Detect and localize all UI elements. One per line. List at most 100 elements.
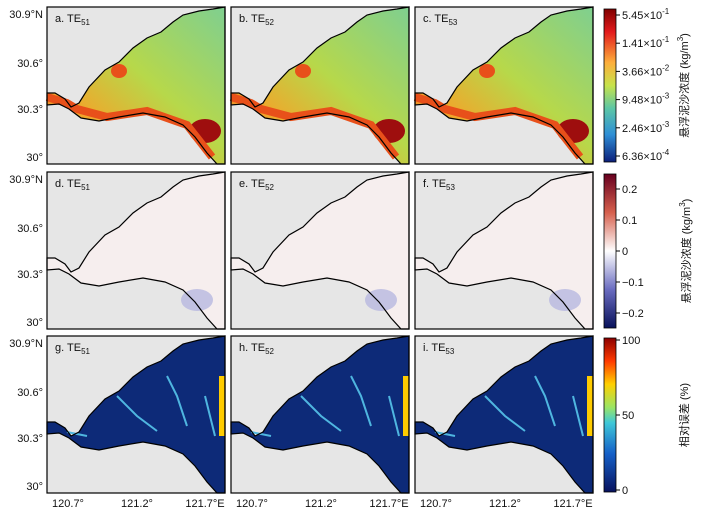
map-panel: i. TE53 xyxy=(414,335,594,494)
x-tick-label: 120.7° xyxy=(420,498,452,510)
coastal-band xyxy=(413,93,584,160)
high-error xyxy=(434,375,584,437)
panel-frame xyxy=(230,335,410,494)
panel-label-sub: 51 xyxy=(81,183,90,192)
tick-exp: -2 xyxy=(662,63,670,72)
y-tick-label: 30.6° xyxy=(17,58,43,70)
colorbar-title: 悬浮泥沙浓度 (kg/m3) xyxy=(678,199,693,304)
panel-label: h. TE52 xyxy=(239,342,275,356)
map-panel: d. TE51 xyxy=(46,171,226,330)
colorbar-title-sup: 3 xyxy=(676,36,685,41)
panel-label: f. TE53 xyxy=(423,178,455,192)
coastal-band xyxy=(229,93,400,160)
map-panel: g. TE51 xyxy=(46,335,226,494)
y-tick-label: 30.3° xyxy=(17,433,43,445)
y-tick-label: 30.9°N xyxy=(9,9,43,21)
panel-label-text: b. TE xyxy=(239,13,265,25)
tick-exp: -3 xyxy=(662,92,670,101)
panel-label: i. TE53 xyxy=(423,342,455,356)
x-tick-label: 121.7°E xyxy=(369,498,408,510)
y-tick-label: 30.6° xyxy=(17,223,43,235)
tick-exp: -4 xyxy=(662,148,670,157)
x-tick-label: 120.7° xyxy=(52,498,84,510)
x-tick-label: 121.7°E xyxy=(185,498,224,510)
hotspot xyxy=(111,64,127,78)
hotspot xyxy=(295,64,311,78)
y-tick-label: 30.3° xyxy=(17,269,43,281)
panel-frame xyxy=(230,171,410,330)
tick-base: 9.48×10 xyxy=(622,95,662,107)
high-error xyxy=(250,375,400,437)
tick-exp: -3 xyxy=(662,120,670,129)
y-tick-label: 30.9°N xyxy=(9,174,43,186)
panel-label-text: h. TE xyxy=(239,342,265,354)
map-panel: b. TE52 xyxy=(229,6,410,165)
panel-label-text: c. TE xyxy=(423,13,448,25)
colorbar-tick-label: 0.1 xyxy=(622,215,637,227)
panel-label-text: i. TE xyxy=(423,342,445,354)
x-tick-label: 121.2° xyxy=(121,498,153,510)
colorbar-title-text: 相对误差 (%) xyxy=(677,383,691,447)
colorbar-tick-label: −0.1 xyxy=(622,277,644,289)
tick-exp: -1 xyxy=(662,35,670,44)
colorbar-tick-label: 100 xyxy=(622,335,640,347)
tick-base: 2.46×10 xyxy=(622,123,662,135)
colorbar-tick-label: −0.2 xyxy=(622,308,644,320)
panel-label: g. TE51 xyxy=(55,342,91,356)
panel-label-sub: 52 xyxy=(265,183,274,192)
map-panel: a. TE51 xyxy=(45,6,226,165)
y-tick-label: 30.6° xyxy=(17,387,43,399)
colorbar-title-end: ) xyxy=(681,199,693,203)
y-tick-label: 30° xyxy=(26,152,43,164)
panel-label-sub: 53 xyxy=(446,183,455,192)
panel-label: d. TE51 xyxy=(55,178,91,192)
panel-label-text: d. TE xyxy=(55,178,81,190)
tick-base: 6.36×10 xyxy=(622,151,662,163)
panel-label-sub: 51 xyxy=(81,347,90,356)
panel-label-sub: 51 xyxy=(81,18,90,27)
tick-base: 5.45×10 xyxy=(622,10,662,22)
panel-label: a. TE51 xyxy=(55,13,91,27)
coastal-band xyxy=(45,93,216,160)
panel-label-text: a. TE xyxy=(55,13,81,25)
panel-frame xyxy=(414,171,594,330)
colorbar-title-text: 悬浮泥沙浓度 (kg/m xyxy=(679,207,693,304)
panel-frame xyxy=(46,171,226,330)
y-tick-label: 30° xyxy=(26,481,43,493)
colorbar-tick-label: 5.45×10-1 xyxy=(622,7,670,22)
panel-label-sub: 53 xyxy=(445,347,454,356)
tick-base: 3.66×10 xyxy=(622,66,662,78)
edge-error xyxy=(587,376,593,436)
panel-label-text: e. TE xyxy=(239,178,265,190)
panel-label-text: f. TE xyxy=(423,178,446,190)
colorbar-tick-label: 3.66×10-2 xyxy=(622,63,670,78)
panel-frame xyxy=(46,6,226,165)
hotspot xyxy=(479,64,495,78)
panel-frame xyxy=(414,6,594,165)
tick-base: 1.41×10 xyxy=(622,38,662,50)
colorbar xyxy=(603,8,617,163)
edge-error xyxy=(219,376,225,436)
x-tick-label: 121.7°E xyxy=(553,498,592,510)
panel-label-sub: 52 xyxy=(265,347,274,356)
colorbar-tick-label: 1.41×10-1 xyxy=(622,35,670,50)
y-tick-label: 30.9°N xyxy=(9,338,43,350)
panel-label: b. TE52 xyxy=(239,13,275,27)
panel-frame xyxy=(46,335,226,494)
panel-label-sub: 53 xyxy=(448,18,457,27)
panel-label-sub: 52 xyxy=(265,18,274,27)
colorbar-tick-label: 2.46×10-3 xyxy=(622,120,670,135)
colorbar xyxy=(603,337,617,493)
x-tick-label: 121.2° xyxy=(305,498,337,510)
colorbar-tick-label: 6.36×10-4 xyxy=(622,148,670,163)
difference-patch xyxy=(365,289,397,311)
y-tick-label: 30° xyxy=(26,317,43,329)
panel-frame xyxy=(414,335,594,494)
edge-error xyxy=(403,376,409,436)
map-panel: f. TE53 xyxy=(414,171,594,330)
tick-exp: -1 xyxy=(662,7,670,16)
difference-patch xyxy=(181,289,213,311)
map-panel: e. TE52 xyxy=(230,171,410,330)
panel-frame xyxy=(230,6,410,165)
